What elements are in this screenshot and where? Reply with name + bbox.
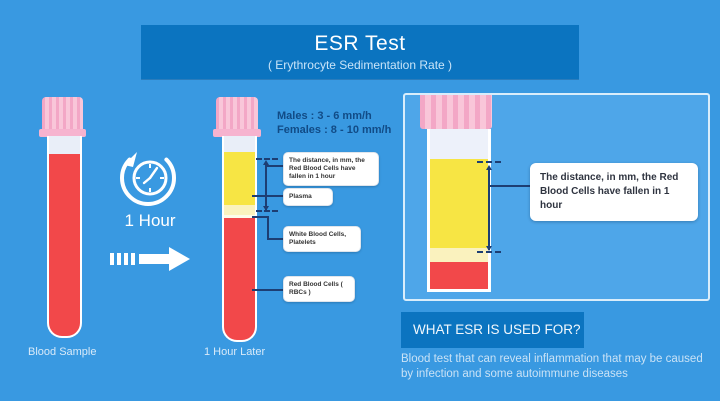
females-range: Females : 8 - 10 mm/h: [277, 124, 392, 136]
one-hour-later-label: 1 Hour Later: [204, 346, 266, 358]
header-banner: ESR Test ( Erythrocyte Sedimentation Rat…: [141, 25, 579, 79]
clock-icon: [120, 152, 176, 206]
panel-distance-label: The distance, in mm, the Red Blood Cells…: [530, 163, 698, 221]
connector-line: [490, 185, 530, 187]
arrowhead-up-icon: [263, 160, 269, 165]
tube-body-zoomed: [427, 129, 491, 292]
wbc-connector-2: [267, 216, 269, 240]
tube-body-separated-blood: [222, 136, 257, 342]
one-hour-label: 1 Hour: [124, 211, 176, 230]
arrow-right-icon: [110, 247, 190, 271]
reference-ranges: Males : 3 - 6 mm/h Females : 8 - 10 mm/h: [277, 109, 391, 137]
dashed-bottom-line: [256, 210, 278, 212]
arrowhead-down-icon: [263, 206, 269, 211]
tube-cap-flange: [39, 129, 86, 137]
callout-rbc: Red Blood Cells ( RBCs ): [283, 276, 355, 302]
usage-description: Blood test that can reveal inflammation …: [401, 353, 703, 380]
zoom-panel: The distance, in mm, the Red Blood Cells…: [403, 93, 710, 301]
rbc-connector: [252, 289, 283, 291]
dashed-bottom-line: [477, 251, 501, 253]
tube-cap-flange: [213, 129, 261, 137]
callout-wbc: White Blood Cells, Platelets: [283, 226, 361, 252]
tube-cap: [216, 97, 258, 132]
arrowhead-up-icon: [486, 165, 492, 170]
wbc-connector-1: [252, 216, 269, 218]
callout-plasma: Plasma: [283, 188, 333, 206]
males-range: Males : 3 - 6 mm/h: [277, 110, 372, 122]
wbc-connector-3: [267, 238, 283, 240]
blood-sample-label: Blood Sample: [28, 346, 97, 358]
tube-cap: [420, 95, 492, 129]
page-subtitle: ( Erythrocyte Sedimentation Rate ): [267, 58, 453, 72]
callout-distance: The distance, in mm, the Red Blood Cells…: [283, 152, 379, 186]
connector-line: [266, 165, 283, 167]
usage-heading: WHAT ESR IS USED FOR?: [401, 312, 584, 348]
plasma-connector: [252, 195, 283, 197]
arrowhead-down-icon: [486, 246, 492, 251]
tube-body-full-blood: [47, 136, 82, 338]
measure-line: [488, 167, 490, 250]
dashed-top-line: [477, 161, 501, 163]
measure-line: [265, 162, 267, 210]
tube-cap: [42, 97, 83, 132]
dashed-top-line: [256, 158, 278, 160]
page-title: ESR Test: [314, 32, 406, 55]
